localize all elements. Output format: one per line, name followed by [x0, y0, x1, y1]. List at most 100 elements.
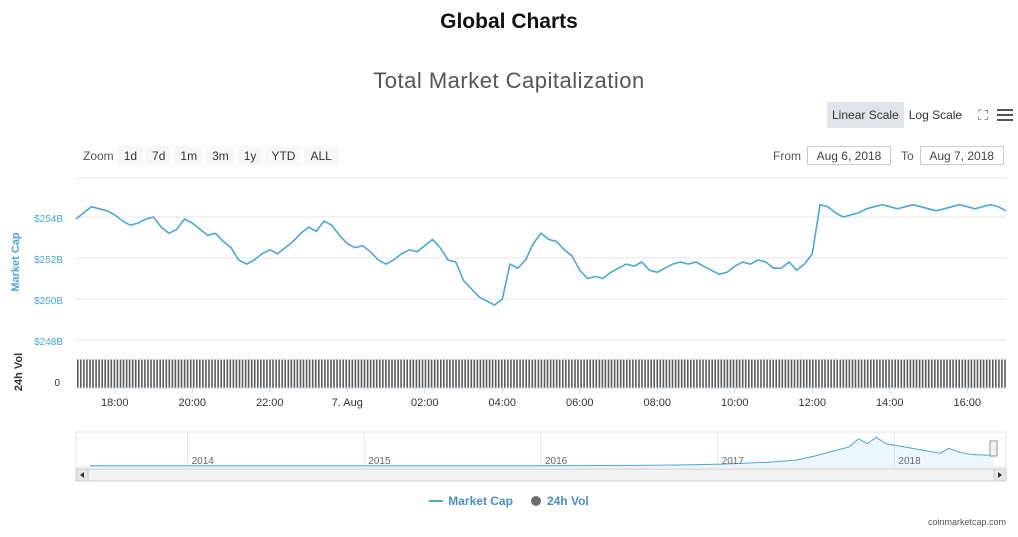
volume-bar [778, 359, 781, 388]
volume-bar [927, 359, 930, 388]
volume-bar [696, 359, 698, 388]
volume-bar [510, 359, 512, 388]
legend-item-market-cap[interactable]: Market Cap [429, 494, 513, 508]
volume-bar [647, 359, 649, 388]
volume-bar [671, 359, 674, 388]
volume-bar [1004, 359, 1006, 388]
volume-bar [455, 359, 457, 388]
volume-bar [870, 359, 872, 388]
volume-bar [882, 359, 884, 388]
volume-bar [531, 359, 534, 388]
volume-bar [812, 359, 814, 388]
volume-bar [171, 359, 174, 388]
volume-bar [461, 359, 463, 388]
volume-bar [107, 359, 110, 388]
volume-bar [592, 359, 595, 388]
x-tick-label: 12:00 [798, 397, 826, 409]
volume-bar [80, 359, 82, 388]
volume-bar [430, 359, 433, 388]
zoom-1y-button[interactable]: 1y [237, 146, 263, 166]
fullscreen-icon[interactable]: ⛶ [978, 106, 988, 123]
volume-bar [836, 359, 838, 388]
navigator-labels: 2014 2015 2016 2017 2018 [192, 456, 921, 467]
x-axis-ticks: 18:00 20:00 22:00 7. Aug 02:00 04:00 06:00 08:0… [101, 388, 981, 409]
navigator-handle[interactable] [989, 440, 998, 457]
volume-bar [970, 359, 973, 388]
volume-bar [622, 359, 625, 388]
volume-bar [232, 359, 235, 388]
volume-bar [443, 359, 445, 388]
volume-bar [83, 359, 85, 388]
volume-bar [391, 359, 393, 388]
volume-bar [662, 359, 665, 388]
volume-bar [824, 359, 826, 388]
volume-bar [866, 359, 869, 388]
zoom-all-button[interactable]: ALL [304, 146, 338, 166]
zoom-ytd-button[interactable]: YTD [265, 146, 302, 166]
volume-axis-tick: 0 [54, 378, 60, 389]
volume-bar [491, 359, 494, 388]
volume-bar [128, 359, 131, 388]
volume-bar [290, 359, 293, 388]
volume-bar [168, 359, 171, 388]
volume-bar [549, 359, 552, 388]
from-date-input[interactable] [807, 146, 891, 165]
volume-bar [342, 359, 344, 388]
legend-item-24h-vol[interactable]: 24h Vol [530, 494, 589, 508]
volume-bar [873, 359, 875, 388]
volume-bar [714, 359, 716, 388]
volume-bar [321, 359, 323, 388]
volume-bar [998, 359, 1000, 388]
volume-bar [982, 359, 985, 388]
volume-bar [440, 359, 442, 388]
volume-bar [735, 359, 738, 388]
volume-bar [616, 359, 619, 388]
volume-bar [427, 359, 430, 388]
volume-bar [705, 359, 707, 388]
volume-bar [677, 359, 680, 388]
x-tick-label: 08:00 [643, 397, 671, 409]
volume-bar [955, 359, 957, 388]
volume-bar [995, 359, 997, 388]
navigator[interactable]: 2014 2015 2016 2017 2018 [75, 431, 1007, 468]
volume-bar [183, 359, 186, 388]
legend-label-market-cap: Market Cap [448, 494, 513, 508]
volume-bar [781, 359, 784, 388]
volume-bar [839, 359, 842, 388]
volume-bar [683, 359, 686, 388]
credit-link[interactable]: coinmarketcap.com [927, 517, 1006, 527]
volume-bar [555, 359, 558, 388]
navigator-year-label: 2018 [898, 456, 921, 467]
volume-bar [150, 359, 152, 388]
volume-bar [507, 359, 509, 388]
volume-bar [147, 359, 149, 388]
volume-bar [211, 359, 213, 388]
volume-bar [732, 359, 735, 388]
zoom-3m-button[interactable]: 3m [206, 146, 235, 166]
zoom-7d-button[interactable]: 7d [146, 146, 172, 166]
volume-bar [851, 359, 854, 388]
volume-bar [790, 359, 793, 388]
volume-bar [534, 359, 537, 388]
volume-bar [302, 359, 305, 388]
to-date-input[interactable] [919, 146, 1004, 165]
volume-bar [467, 359, 469, 388]
volume-bar [668, 359, 671, 388]
volume-bar [848, 359, 851, 388]
volume-bar [635, 359, 637, 388]
volume-bar [186, 359, 189, 388]
navigator-scrollbar[interactable] [75, 468, 1007, 482]
navigator-year-label: 2017 [722, 456, 745, 467]
volume-bar [830, 359, 832, 388]
volume-bar [293, 359, 296, 388]
zoom-1d-button[interactable]: 1d [117, 146, 144, 166]
volume-bar [912, 359, 915, 388]
linear-scale-button[interactable]: Linear Scale [827, 102, 904, 128]
chart-title: Total Market Capitalization [373, 68, 645, 93]
zoom-1m-button[interactable]: 1m [174, 146, 204, 166]
navigator-year-label: 2015 [368, 456, 391, 467]
legend-line-icon [429, 500, 444, 502]
volume-bar [177, 359, 180, 388]
menu-icon[interactable] [997, 109, 1014, 121]
log-scale-button[interactable]: Log Scale [908, 108, 963, 122]
